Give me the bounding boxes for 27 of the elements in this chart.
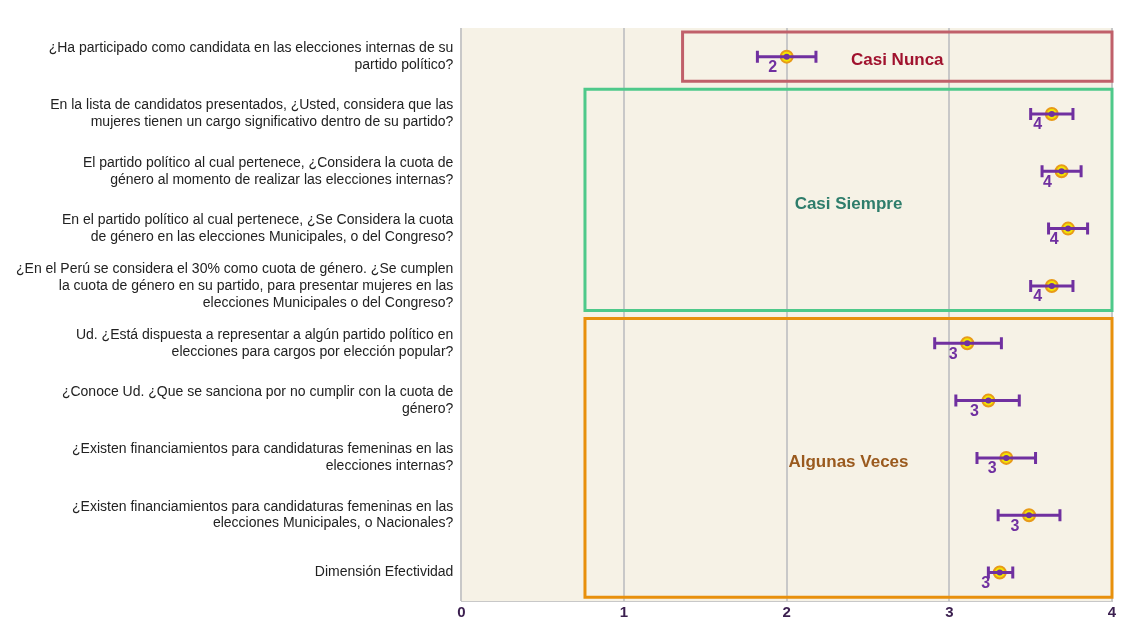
- y-tick-label: ¿En el Perú se considera el 30% como cuota de género. ¿Se cumplen la cuota de género en su partido, para presentar mujeres en las elecciones Municipales o del Congreso?: [16, 260, 454, 310]
- x-tick-label: 2: [782, 603, 791, 621]
- y-tick-label: El partido político al cual pertenece, ¿Considera la cuota de género al momento de realizar las elecciones internas?: [82, 153, 454, 187]
- y-tick-label: ¿Existen financiamientos para candidaturas femeninas en las elecciones Municipales, o Nacionales?: [72, 497, 454, 531]
- x-tick-label: 1: [619, 603, 629, 621]
- y-tick-label: En el partido político al cual pertenece, ¿Se Considera la cuota de género en las elecciones Municipales, o del Congreso?: [61, 211, 454, 244]
- annotation: Casi Siempre: [794, 193, 903, 213]
- data-label: 4: [1049, 230, 1059, 248]
- data-label: 4: [1033, 287, 1043, 305]
- data-label: 3: [948, 344, 958, 362]
- annotation: Casi Nunca: [850, 50, 945, 70]
- y-tick-label: ¿Ha participado como candidata en las elecciones internas de su partido político?: [48, 39, 454, 72]
- data-label: 3: [969, 401, 979, 419]
- data-label: 2: [768, 58, 778, 76]
- data-label: 4: [1043, 172, 1053, 190]
- data-label: 4: [1033, 115, 1043, 133]
- x-tick-label: 4: [1107, 603, 1117, 621]
- annotation: Algunas Veces: [788, 451, 909, 471]
- y-tick-label: Dimensión Efectividad: [314, 563, 454, 580]
- x-tick-label: 0: [457, 603, 466, 621]
- y-tick-label: Ud. ¿Está dispuesta a representar a algún partido político en elecciones para cargos por elección popular?: [75, 325, 454, 359]
- y-tick-label: ¿Conoce Ud. ¿Que se sanciona por no cumplir con la cuota de género?: [61, 383, 454, 416]
- y-tick-label: ¿Existen financiamientos para candidaturas femeninas en las elecciones internas?: [72, 440, 454, 474]
- data-label: 3: [987, 459, 997, 477]
- x-tick-label: 3: [945, 603, 954, 621]
- data-label: 3: [1010, 516, 1020, 534]
- y-tick-label: En la lista de candidatos presentados, ¿Usted, considera que las mujeres tienen un cargo significativo dentro de su partido?: [50, 96, 454, 130]
